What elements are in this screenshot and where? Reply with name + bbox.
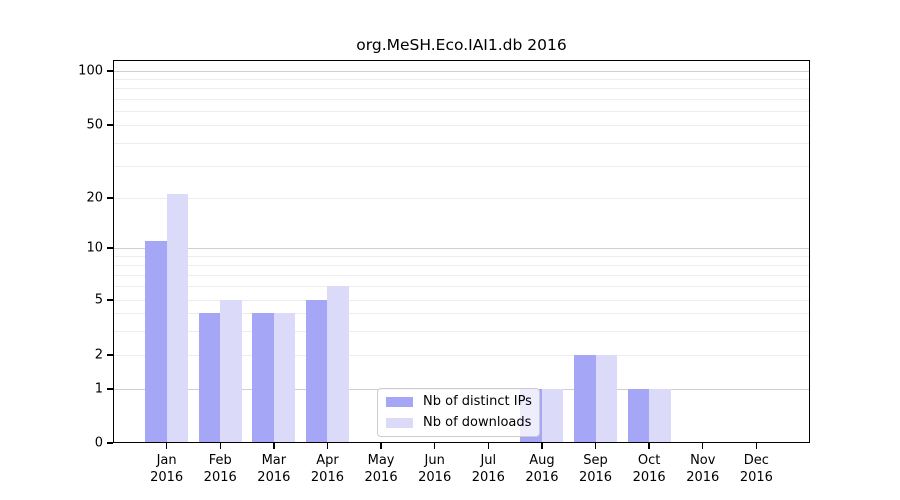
- gridline-major-100: [113, 71, 810, 72]
- bar-downloads-feb: [220, 300, 242, 443]
- gridline-minor-70: [113, 98, 810, 100]
- x-tick-mark-jan: [165, 443, 168, 449]
- bar-downloads-oct: [649, 389, 671, 443]
- y-tick-label-2: 2: [94, 347, 103, 363]
- y-tick-mark-10: [107, 247, 113, 249]
- gridline-minor-3: [113, 330, 810, 332]
- gridline-minor-50: [113, 125, 810, 126]
- x-tick-label-apr: Apr 2016: [310, 453, 344, 485]
- x-tick-mark-apr: [326, 443, 329, 449]
- legend-swatch-distinct-ips: [386, 397, 413, 407]
- x-tick-label-mar: Mar 2016: [257, 453, 291, 485]
- x-tick-mark-may: [380, 443, 382, 449]
- gridline-minor-9: [113, 255, 810, 257]
- y-tick-mark-0: [107, 442, 113, 444]
- legend: Nb of distinct IPs Nb of downloads: [377, 388, 540, 437]
- x-tick-label-dec: Dec 2016: [739, 453, 773, 485]
- bar-distinct-ips-mar: [252, 313, 274, 443]
- y-tick-mark-50: [107, 124, 113, 126]
- y-tick-mark-100: [107, 70, 113, 72]
- gridline-minor-60: [113, 110, 810, 112]
- y-tick-label-20: 20: [86, 190, 103, 206]
- legend-item: Nb of distinct IPs: [386, 394, 532, 411]
- legend-item: Nb of downloads: [386, 415, 531, 432]
- x-tick-label-jan: Jan 2016: [150, 453, 184, 485]
- x-tick-mark-oct: [648, 443, 650, 449]
- gridline-minor-2: [113, 355, 810, 356]
- gridline-minor-30: [113, 165, 810, 167]
- x-tick-mark-jun: [433, 443, 436, 449]
- gridline-minor-90: [113, 79, 810, 81]
- bar-distinct-ips-jan: [145, 241, 167, 443]
- y-tick-label-1: 1: [94, 381, 103, 397]
- gridline-minor-4: [113, 313, 810, 315]
- gridline-minor-40: [113, 142, 810, 144]
- bar-downloads-apr: [327, 286, 349, 443]
- x-tick-mark-nov: [702, 443, 704, 449]
- y-tick-label-5: 5: [94, 292, 103, 308]
- x-tick-label-aug: Aug 2016: [525, 453, 559, 485]
- legend-swatch-downloads: [386, 418, 413, 428]
- x-tick-mark-sep: [594, 443, 597, 449]
- bar-distinct-ips-sep: [574, 355, 596, 443]
- x-tick-label-jun: Jun 2016: [418, 453, 452, 485]
- legend-label: Nb of distinct IPs: [423, 394, 532, 409]
- bar-distinct-ips-feb: [198, 313, 221, 443]
- x-tick-mark-jul: [487, 443, 489, 449]
- y-tick-label-100: 100: [78, 63, 103, 79]
- bar-distinct-ips-apr: [305, 300, 328, 443]
- gridline-minor-20: [113, 198, 810, 199]
- gridline-minor-5: [113, 300, 810, 301]
- x-tick-label-nov: Nov 2016: [686, 453, 720, 485]
- x-tick-label-sep: Sep 2016: [578, 453, 613, 485]
- gridline-major-10: [113, 248, 810, 249]
- gridline-minor-80: [113, 88, 810, 90]
- legend-label: Nb of downloads: [423, 415, 532, 430]
- y-tick-label-0: 0: [94, 435, 103, 451]
- x-tick-mark-aug: [541, 443, 543, 449]
- x-tick-label-jul: Jul 2016: [471, 453, 505, 485]
- y-tick-label-10: 10: [86, 240, 103, 256]
- bar-downloads-sep: [595, 355, 618, 443]
- bar-downloads-jan: [166, 194, 189, 443]
- y-tick-mark-5: [107, 299, 113, 301]
- bar-distinct-ips-oct: [627, 389, 650, 443]
- plot-area: [113, 60, 810, 443]
- gridline-minor-6: [113, 286, 810, 288]
- y-tick-mark-1: [107, 388, 113, 390]
- x-tick-label-feb: Feb 2016: [203, 453, 237, 485]
- y-tick-mark-2: [107, 354, 113, 356]
- x-tick-mark-feb: [219, 443, 221, 449]
- bar-downloads-mar: [273, 313, 296, 443]
- gridline-minor-8: [113, 264, 810, 266]
- x-tick-label-oct: Oct 2016: [632, 453, 666, 485]
- y-tick-mark-20: [107, 197, 113, 199]
- bar-downloads-aug: [541, 389, 564, 443]
- x-tick-mark-dec: [755, 443, 758, 449]
- chart-title: org.MeSH.Eco.IAI1.db 2016: [356, 36, 567, 54]
- x-tick-mark-mar: [273, 443, 275, 449]
- y-tick-label-50: 50: [86, 117, 103, 133]
- x-tick-label-may: May 2016: [364, 453, 398, 485]
- gridline-minor-7: [113, 274, 810, 276]
